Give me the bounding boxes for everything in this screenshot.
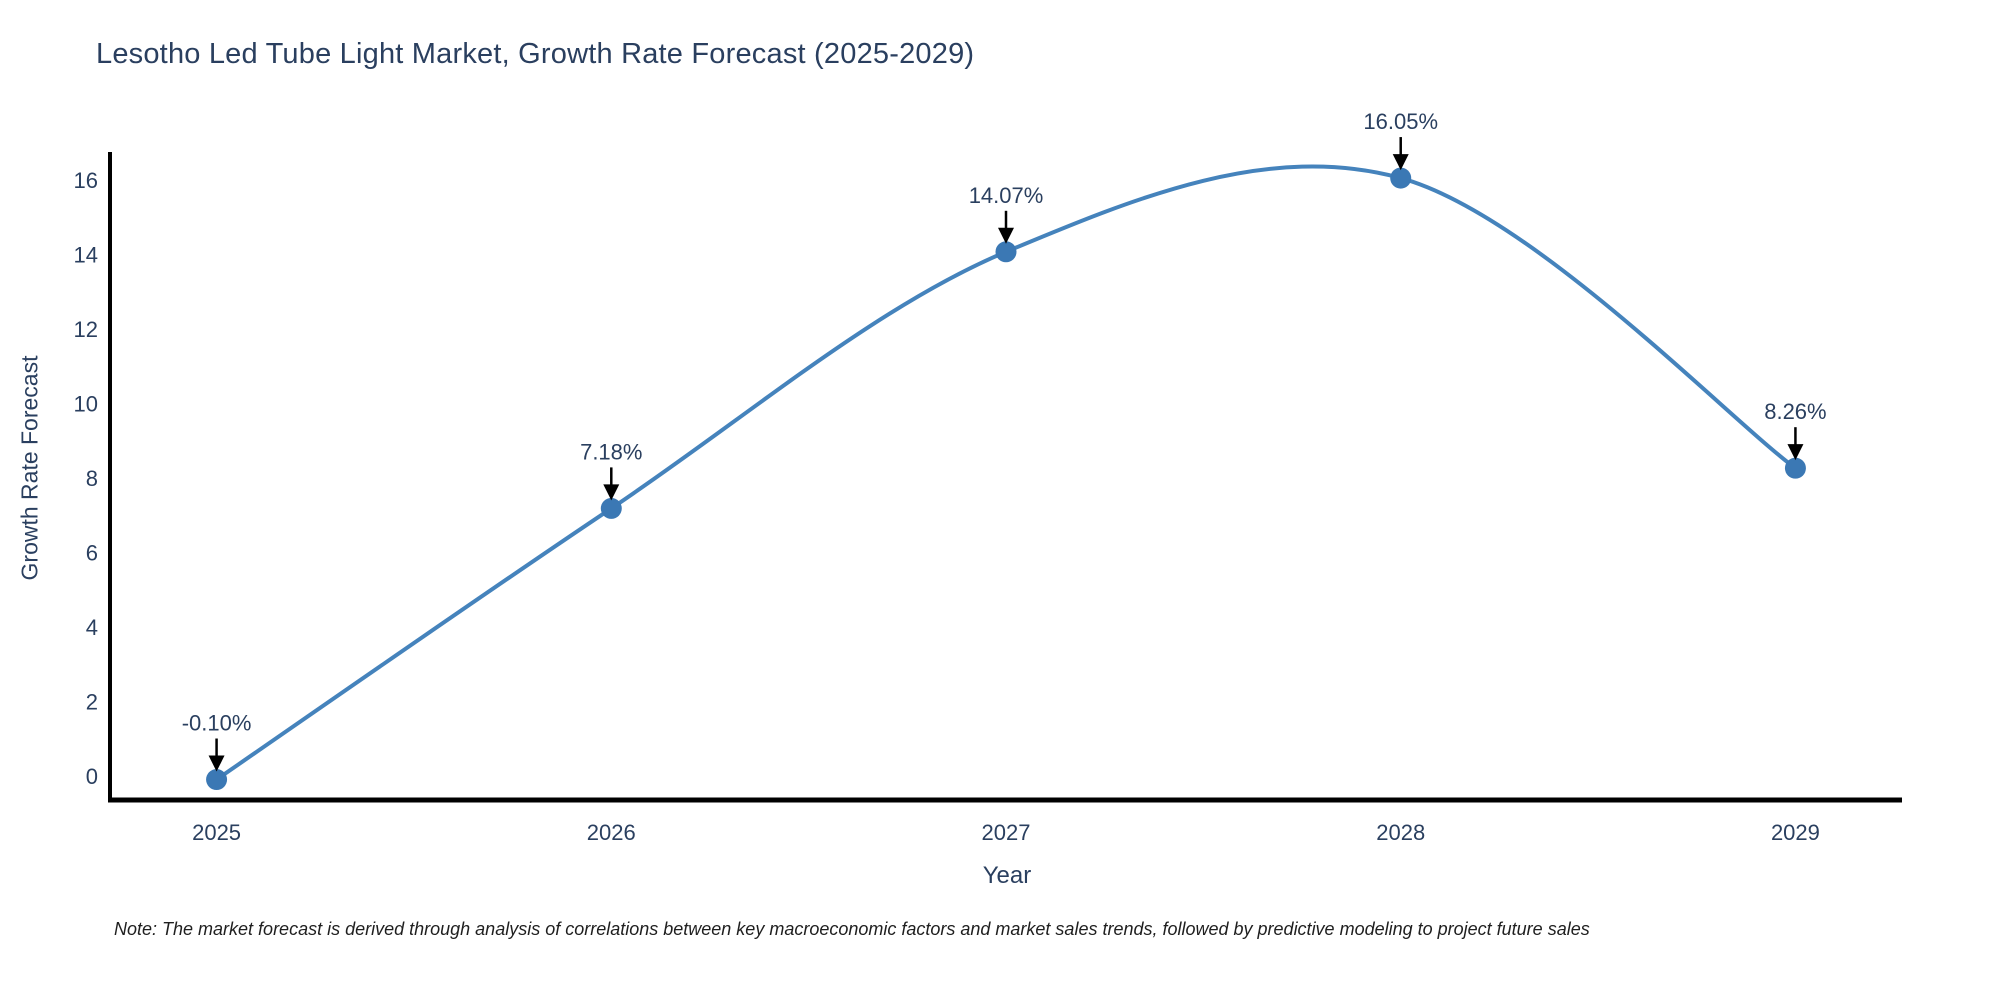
annotation-arrowhead-icon [603, 484, 620, 501]
data-point-marker [206, 769, 228, 791]
y-tick-label: 0 [86, 764, 98, 789]
data-point-marker [1784, 457, 1806, 479]
footnote: Note: The market forecast is derived thr… [114, 919, 1590, 939]
y-tick-label: 14 [74, 242, 98, 267]
annotation-arrowhead-icon [998, 227, 1014, 244]
data-point-marker [995, 241, 1017, 263]
annotation-arrowhead-icon [1787, 444, 1804, 461]
y-tick-label: 12 [74, 317, 98, 342]
data-point-label: 14.07% [969, 183, 1044, 208]
data-point-label: 7.18% [580, 439, 642, 464]
data-point-label: 16.05% [1363, 109, 1438, 134]
y-tick-label: 2 [86, 689, 98, 714]
data-point-marker [1390, 167, 1412, 189]
annotation-arrowhead-icon [208, 755, 225, 772]
x-tick-label: 2029 [1771, 820, 1820, 845]
chart-title: Lesotho Led Tube Light Market, Growth Ra… [96, 38, 975, 70]
y-tick-label: 10 [74, 391, 98, 416]
annotation-arrowhead-icon [1392, 154, 1409, 171]
data-point-label: 8.26% [1764, 399, 1826, 424]
x-tick-label: 2025 [192, 820, 241, 845]
y-tick-label: 16 [74, 168, 98, 193]
x-tick-label: 2027 [982, 820, 1031, 845]
y-tick-label: 6 [86, 540, 98, 565]
y-tick-label: 4 [86, 615, 98, 640]
y-tick-label: 8 [86, 466, 98, 491]
data-point-label: -0.10% [182, 711, 252, 736]
x-tick-label: 2026 [587, 820, 636, 845]
x-tick-label: 2028 [1376, 820, 1425, 845]
data-point-marker [600, 497, 622, 519]
x-axis-title: Year [982, 862, 1032, 889]
